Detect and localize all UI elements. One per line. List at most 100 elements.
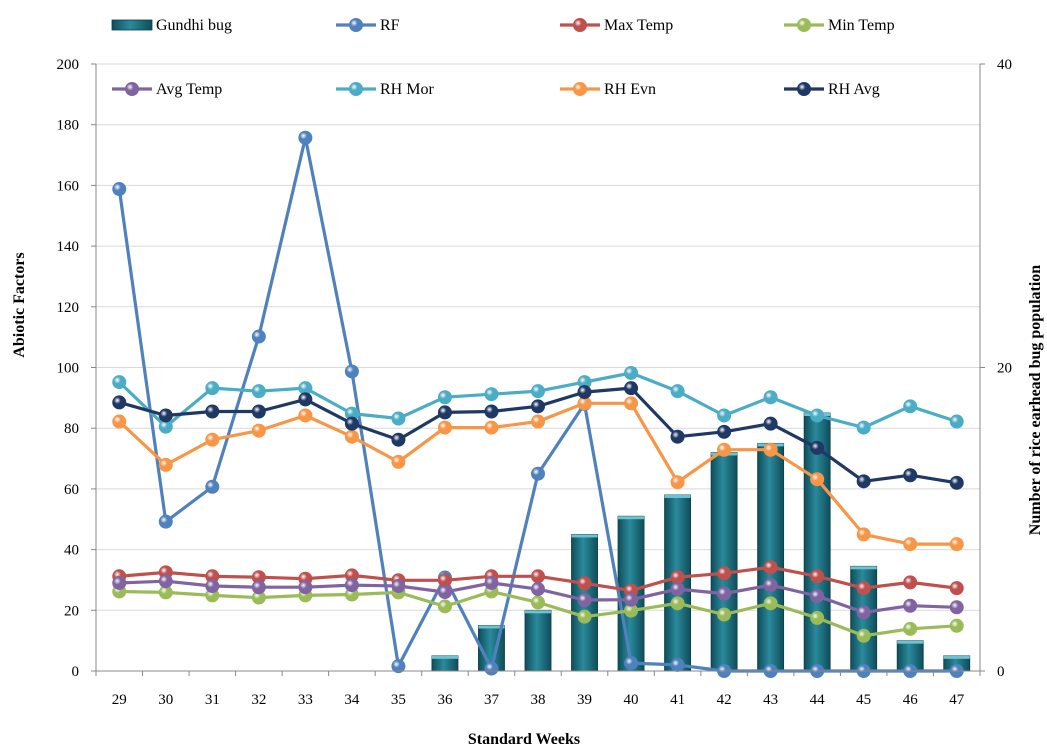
x-tick-label-30: 30 [158, 692, 173, 708]
point-avg-temp-36 [437, 585, 452, 600]
bar-top-highlight [897, 640, 924, 644]
point-rh-evn-38 [531, 414, 545, 429]
point-rf-37 [484, 661, 499, 676]
point-rh-avg-42 [717, 424, 732, 439]
point-rh-evn-41 [670, 475, 685, 490]
point-max-temp-41 [670, 570, 685, 585]
bar-week-42 [710, 452, 738, 672]
point-rh-avg-40 [624, 381, 639, 396]
legend: Gundhi bug RF Max Temp Min Temp Avg Temp RH M… [111, 17, 895, 98]
point-avg-temp-40 [624, 592, 639, 607]
point-avg-temp-41 [670, 582, 685, 597]
point-rh-avg-34 [344, 416, 359, 431]
point-rh-avg-43 [763, 416, 778, 431]
point-avg-temp-31 [205, 579, 220, 594]
y-left-tick-label: 200 [57, 57, 80, 73]
point-avg-temp-42 [717, 586, 732, 601]
y-left-tick-label: 0 [72, 664, 80, 680]
point-avg-temp-30 [158, 574, 173, 589]
x-tick-label-35: 35 [391, 692, 406, 708]
y-axis-right-title: Number of rice earhead bug population [1027, 265, 1044, 535]
point-rh-avg-47 [949, 475, 964, 490]
point-rh-avg-39 [577, 385, 592, 400]
point-avg-temp-47 [949, 600, 964, 615]
point-rh-mor-29 [112, 375, 127, 390]
point-avg-temp-46 [903, 598, 918, 613]
point-min-temp-36 [437, 599, 452, 614]
bar-week-38 [524, 609, 552, 672]
legend-swatch-marker [573, 18, 587, 32]
point-rf-40 [624, 656, 639, 671]
bar-top-highlight [431, 655, 458, 659]
point-rh-avg-36 [437, 405, 452, 420]
bar-top-highlight [850, 566, 877, 570]
point-rh-avg-33 [298, 392, 313, 407]
x-tick-label-31: 31 [205, 692, 220, 708]
point-avg-temp-38 [531, 582, 545, 597]
point-rf-31 [205, 479, 220, 494]
point-rh-mor-32 [251, 384, 266, 399]
point-avg-temp-34 [344, 578, 359, 593]
point-max-temp-39 [577, 576, 592, 591]
point-rh-evn-47 [949, 537, 964, 552]
point-avg-temp-33 [298, 580, 313, 595]
point-rh-evn-34 [344, 429, 359, 444]
point-rh-mor-44 [810, 408, 825, 423]
y-right-tick-label: 20 [997, 361, 1012, 377]
bar-top-highlight [524, 610, 552, 614]
point-rf-34 [344, 364, 359, 379]
bar-week-43 [757, 442, 785, 672]
point-max-temp-46 [903, 575, 918, 590]
x-tick-label-33: 33 [298, 692, 313, 708]
point-min-temp-38 [531, 595, 545, 610]
y-right-tick-label: 0 [997, 664, 1005, 680]
bar-top-highlight [618, 516, 645, 520]
point-rf-41 [670, 657, 685, 672]
point-avg-temp-29 [112, 575, 127, 590]
point-rf-30 [158, 514, 173, 529]
point-rh-evn-37 [484, 420, 499, 435]
legend-item-avg-temp: Avg Temp [112, 81, 222, 98]
x-tick-label-41: 41 [670, 692, 685, 708]
legend-item-rh-evn: RH Evn [560, 81, 656, 98]
point-avg-temp-44 [810, 589, 825, 604]
point-rh-avg-45 [856, 474, 871, 489]
line-series-rh-evn [112, 396, 964, 552]
point-rh-avg-38 [531, 399, 545, 414]
point-rh-evn-44 [810, 472, 825, 487]
point-rh-mor-42 [717, 408, 732, 423]
point-rh-avg-32 [251, 404, 266, 419]
legend-swatch-marker [573, 82, 587, 96]
point-rh-avg-41 [670, 429, 685, 444]
point-avg-temp-39 [577, 592, 592, 607]
point-rh-mor-43 [763, 390, 778, 405]
point-rh-avg-35 [391, 432, 406, 447]
point-rh-mor-47 [949, 414, 964, 429]
point-rh-avg-44 [810, 440, 825, 455]
x-tick-label-38: 38 [531, 692, 546, 708]
point-rh-mor-31 [205, 381, 220, 396]
line-series-avg-temp [112, 574, 964, 620]
point-max-temp-43 [763, 560, 778, 575]
point-rh-avg-29 [112, 395, 127, 410]
point-rf-29 [112, 182, 127, 197]
point-rh-mor-45 [856, 420, 871, 435]
point-min-temp-39 [577, 609, 592, 624]
legend-label-rh-avg: RH Avg [828, 81, 880, 98]
point-max-temp-38 [531, 569, 545, 584]
y-left-tick-label: 120 [57, 300, 80, 316]
bar-top-highlight [571, 534, 598, 538]
point-min-temp-44 [810, 610, 825, 625]
legend-label-rh-mor: RH Mor [380, 81, 434, 98]
line-series-rh-mor [112, 365, 964, 435]
y-axis-left-title: Abiotic Factors [11, 252, 28, 357]
point-min-temp-41 [670, 596, 685, 611]
bar-top-highlight [478, 625, 505, 629]
axes: 0 20 40 60 80 100 120 140 160 180 200 0 20 40 29 30 31 32… [57, 57, 1013, 708]
point-max-temp-47 [949, 581, 964, 596]
legend-item-gundhi-bug: Gundhi bug [111, 17, 232, 34]
point-rh-evn-40 [624, 396, 639, 411]
x-tick-label-34: 34 [344, 692, 360, 708]
legend-swatch-bar [111, 19, 153, 31]
